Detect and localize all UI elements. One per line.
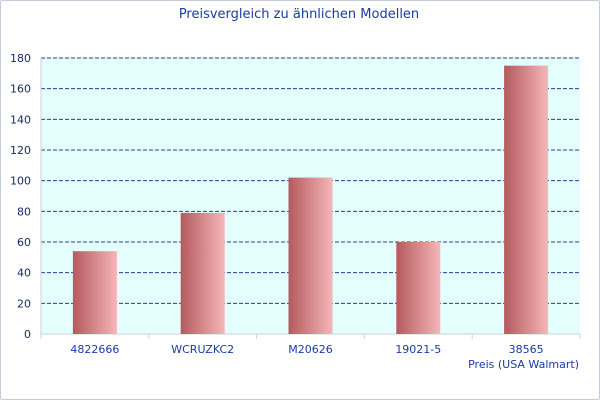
x-tick-label: M20626 — [288, 343, 332, 356]
y-tick-labels: 0 20 40 60 80 100 120 140 160 180 — [10, 52, 31, 341]
y-tick-label: 80 — [17, 205, 31, 218]
y-tick-label: 0 — [24, 328, 31, 341]
x-tick-label: 4822666 — [70, 343, 119, 356]
bar-38565 — [504, 65, 549, 335]
bar-M20626 — [288, 177, 333, 334]
bar-4822666 — [72, 251, 117, 334]
y-tick-label: 100 — [10, 175, 31, 188]
y-tick-label: 180 — [10, 52, 31, 65]
y-tick-label: 140 — [10, 113, 31, 126]
bar-WCRUZKC2 — [180, 212, 225, 334]
y-tick-label: 20 — [17, 297, 31, 310]
y-tick-label: 40 — [17, 267, 31, 280]
y-tick-label: 60 — [17, 236, 31, 249]
x-tick-label: 38565 — [509, 343, 544, 356]
y-tick-label: 120 — [10, 144, 31, 157]
x-tick-label: WCRUZKC2 — [171, 343, 234, 356]
bar-19021-5 — [396, 242, 441, 334]
y-tick-label: 160 — [10, 83, 31, 96]
chart-title: Preisvergleich zu ähnlichen Modellen — [179, 7, 419, 22]
x-axis-label: Preis (USA Walmart) — [468, 358, 579, 371]
bars — [72, 65, 549, 335]
x-tick-label: 19021-5 — [395, 343, 441, 356]
x-tick-labels: 4822666 WCRUZKC2 M20626 19021-5 38565 — [70, 343, 543, 356]
